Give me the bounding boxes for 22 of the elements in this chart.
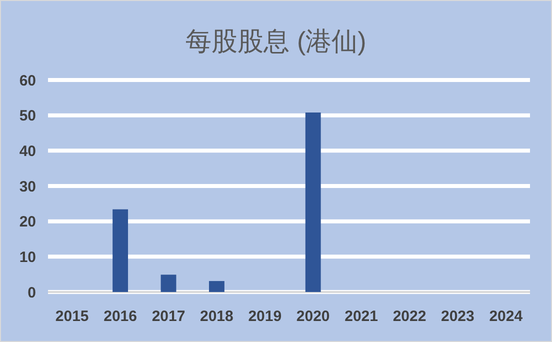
bar: [208, 281, 224, 292]
bar: [112, 209, 128, 292]
x-tick-label: 2021: [344, 308, 378, 325]
y-tick-label: 10: [19, 248, 36, 266]
x-tick-label: 2015: [55, 308, 89, 325]
x-tick-label: 2017: [152, 308, 186, 325]
bar: [305, 112, 321, 292]
y-tick-label: 60: [19, 72, 36, 90]
y-tick-label: 0: [28, 284, 36, 302]
x-tick-label: 2016: [104, 308, 137, 325]
x-tick-label: 2022: [392, 308, 426, 325]
y-tick-label: 40: [19, 142, 36, 160]
y-tick-label: 20: [19, 214, 36, 231]
chart-title: 每股股息 (港仙): [186, 26, 366, 56]
x-tick-label: 2020: [296, 308, 330, 325]
x-tick-label: 2023: [441, 308, 474, 325]
x-tick-label: 2019: [248, 308, 282, 325]
y-tick-label: 50: [19, 108, 36, 125]
y-tick-label: 30: [19, 178, 36, 196]
bar: [160, 274, 176, 292]
x-tick-label: 2018: [200, 308, 234, 325]
x-tick-label: 2024: [489, 308, 524, 325]
